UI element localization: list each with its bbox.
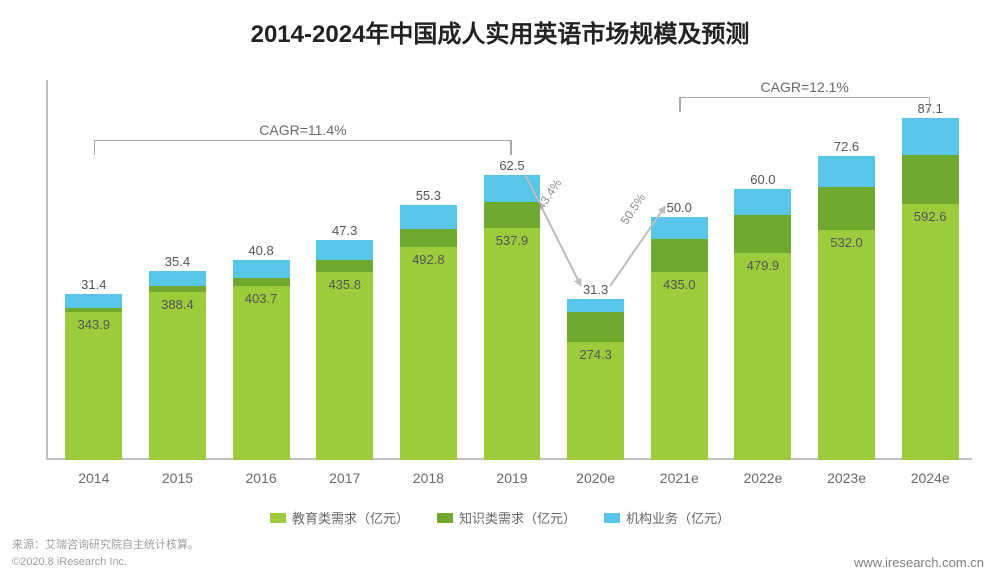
x-label: 2024e <box>911 460 950 486</box>
legend-item: 机构业务（亿元） <box>604 508 730 527</box>
value-label: 435.0 <box>651 277 708 292</box>
legend-swatch <box>270 513 286 523</box>
value-label: 62.5 <box>484 158 541 173</box>
segment-edu <box>400 247 457 460</box>
segment-know <box>233 278 290 286</box>
value-label: 592.6 <box>902 209 959 224</box>
x-label: 2020e <box>576 460 615 486</box>
segment-know <box>734 215 791 253</box>
x-label: 2023e <box>827 460 866 486</box>
bar-2023e: 532.099.472.6 <box>818 156 875 460</box>
segment-know <box>149 286 206 292</box>
segment-edu <box>149 292 206 460</box>
segment-know <box>567 312 624 341</box>
value-label: 537.9 <box>484 233 541 248</box>
bar-2017: 435.826.347.3 <box>316 240 373 460</box>
bar-2018: 492.842.455.3 <box>400 205 457 460</box>
value-label: 47.3 <box>316 223 373 238</box>
value-label: 492.8 <box>400 252 457 267</box>
bar-2021e: 435.077.150.0 <box>651 217 708 460</box>
x-label: 2019 <box>496 460 527 486</box>
chart-frame: { "chart": { "type": "stacked-bar", "tit… <box>0 0 1000 578</box>
value-label: 60.0 <box>734 172 791 187</box>
value-label: 388.4 <box>149 297 206 312</box>
legend: 教育类需求（亿元） 知识类需求（亿元） 机构业务（亿元） <box>0 508 1000 527</box>
copyright-text: ©2020.8 iResearch Inc. <box>12 554 199 571</box>
segment-org <box>316 240 373 260</box>
segment-know <box>651 239 708 272</box>
cagr-label: CAGR=11.4% <box>259 122 346 140</box>
segment-edu <box>484 228 541 460</box>
segment-org <box>233 260 290 278</box>
cagr-bracket <box>679 97 930 98</box>
x-label: 2014 <box>78 460 109 486</box>
legend-swatch <box>437 513 453 523</box>
value-label: 35.4 <box>149 254 206 269</box>
bar-2024e: 592.6112.987.1 <box>902 118 959 460</box>
segment-edu <box>316 272 373 460</box>
legend-label: 知识类需求（亿元） <box>459 508 576 527</box>
value-label: 403.7 <box>233 291 290 306</box>
bar-2020e: 274.367.931.3 <box>567 299 624 460</box>
bar-2022e: 479.987.660.0 <box>734 189 791 460</box>
x-label: 2022e <box>743 460 782 486</box>
value-label: 40.8 <box>233 243 290 258</box>
value-label: 532.0 <box>818 235 875 250</box>
x-label: 2017 <box>329 460 360 486</box>
segment-org <box>651 217 708 239</box>
value-label: 479.9 <box>734 258 791 273</box>
legend-label: 机构业务（亿元） <box>626 508 730 527</box>
segment-org <box>567 299 624 313</box>
segment-org <box>149 271 206 286</box>
legend-item: 教育类需求（亿元） <box>270 508 409 527</box>
legend-item: 知识类需求（亿元） <box>437 508 576 527</box>
segment-edu <box>902 204 959 460</box>
value-label: 72.6 <box>818 139 875 154</box>
x-label: 2016 <box>246 460 277 486</box>
legend-swatch <box>604 513 620 523</box>
chart-title: 2014-2024年中国成人实用英语市场规模及预测 <box>0 14 1000 49</box>
value-label: 274.3 <box>567 347 624 362</box>
segment-edu <box>818 230 875 460</box>
value-label: 31.4 <box>65 277 122 292</box>
segment-org <box>818 156 875 187</box>
bar-2015: 388.413.535.4 <box>149 271 206 460</box>
bar-2019: 537.959.862.5 <box>484 175 541 460</box>
value-label: 435.8 <box>316 277 373 292</box>
cagr-bracket <box>94 140 512 141</box>
plot-area: 343.99.031.42014388.413.535.42015403.718… <box>52 80 972 460</box>
segment-know <box>400 229 457 247</box>
x-label: 2015 <box>162 460 193 486</box>
value-label: 343.9 <box>65 317 122 332</box>
segment-know <box>65 308 122 312</box>
value-label: 55.3 <box>400 188 457 203</box>
x-label: 2021e <box>660 460 699 486</box>
footer-right: www.iresearch.com.cn <box>854 555 984 570</box>
cagr-label: CAGR=12.1% <box>761 79 849 97</box>
segment-edu <box>734 253 791 460</box>
segment-org <box>400 205 457 229</box>
change-label: 50.5% <box>618 191 649 227</box>
segment-know <box>902 155 959 204</box>
source-text: 来源：艾瑞咨询研究院自主统计核算。 <box>12 537 199 554</box>
segment-org <box>902 118 959 156</box>
segment-edu <box>233 286 290 460</box>
bar-2014: 343.99.031.4 <box>65 294 122 460</box>
footer-left: 来源：艾瑞咨询研究院自主统计核算。 ©2020.8 iResearch Inc. <box>12 537 199 570</box>
segment-edu <box>65 312 122 461</box>
segment-know <box>316 260 373 271</box>
segment-org <box>734 189 791 215</box>
legend-label: 教育类需求（亿元） <box>292 508 409 527</box>
segment-edu <box>651 272 708 460</box>
y-axis-line <box>46 80 48 460</box>
segment-org <box>65 294 122 308</box>
bar-2016: 403.718.540.8 <box>233 260 290 460</box>
segment-know <box>818 187 875 230</box>
x-label: 2018 <box>413 460 444 486</box>
